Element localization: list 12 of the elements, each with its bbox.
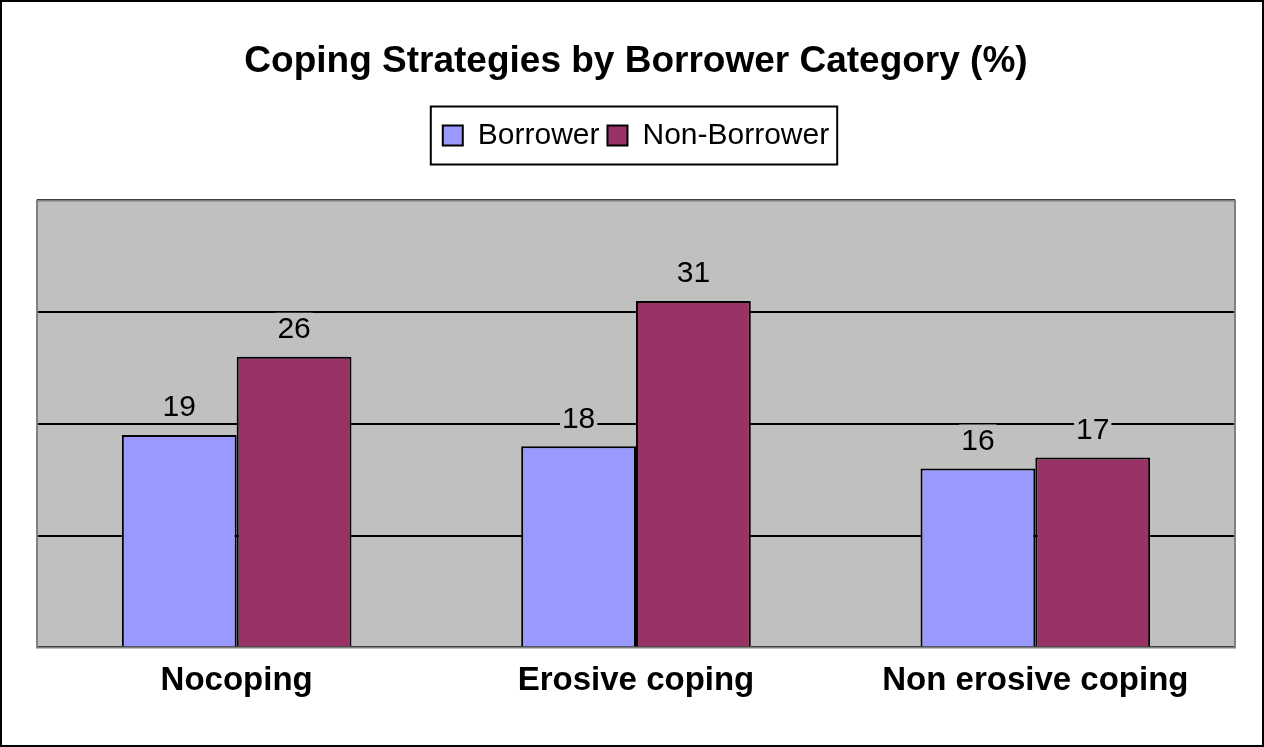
x-tick-label: Nocoping	[160, 660, 313, 698]
chart-title: Coping Strategies by Borrower Category (%)	[244, 39, 1028, 81]
legend-label: Non-Borrower	[642, 116, 830, 150]
legend-label: Borrower	[477, 116, 600, 150]
data-label: 19	[162, 389, 196, 423]
data-label: 17	[1076, 411, 1110, 445]
data-label: 26	[277, 311, 311, 345]
x-tick-label: Erosive coping	[517, 660, 755, 698]
data-label: 18	[561, 400, 596, 434]
data-label: 16	[961, 422, 995, 456]
x-tick-label: Non erosive coping	[882, 660, 1189, 698]
data-label: 31	[676, 255, 711, 289]
